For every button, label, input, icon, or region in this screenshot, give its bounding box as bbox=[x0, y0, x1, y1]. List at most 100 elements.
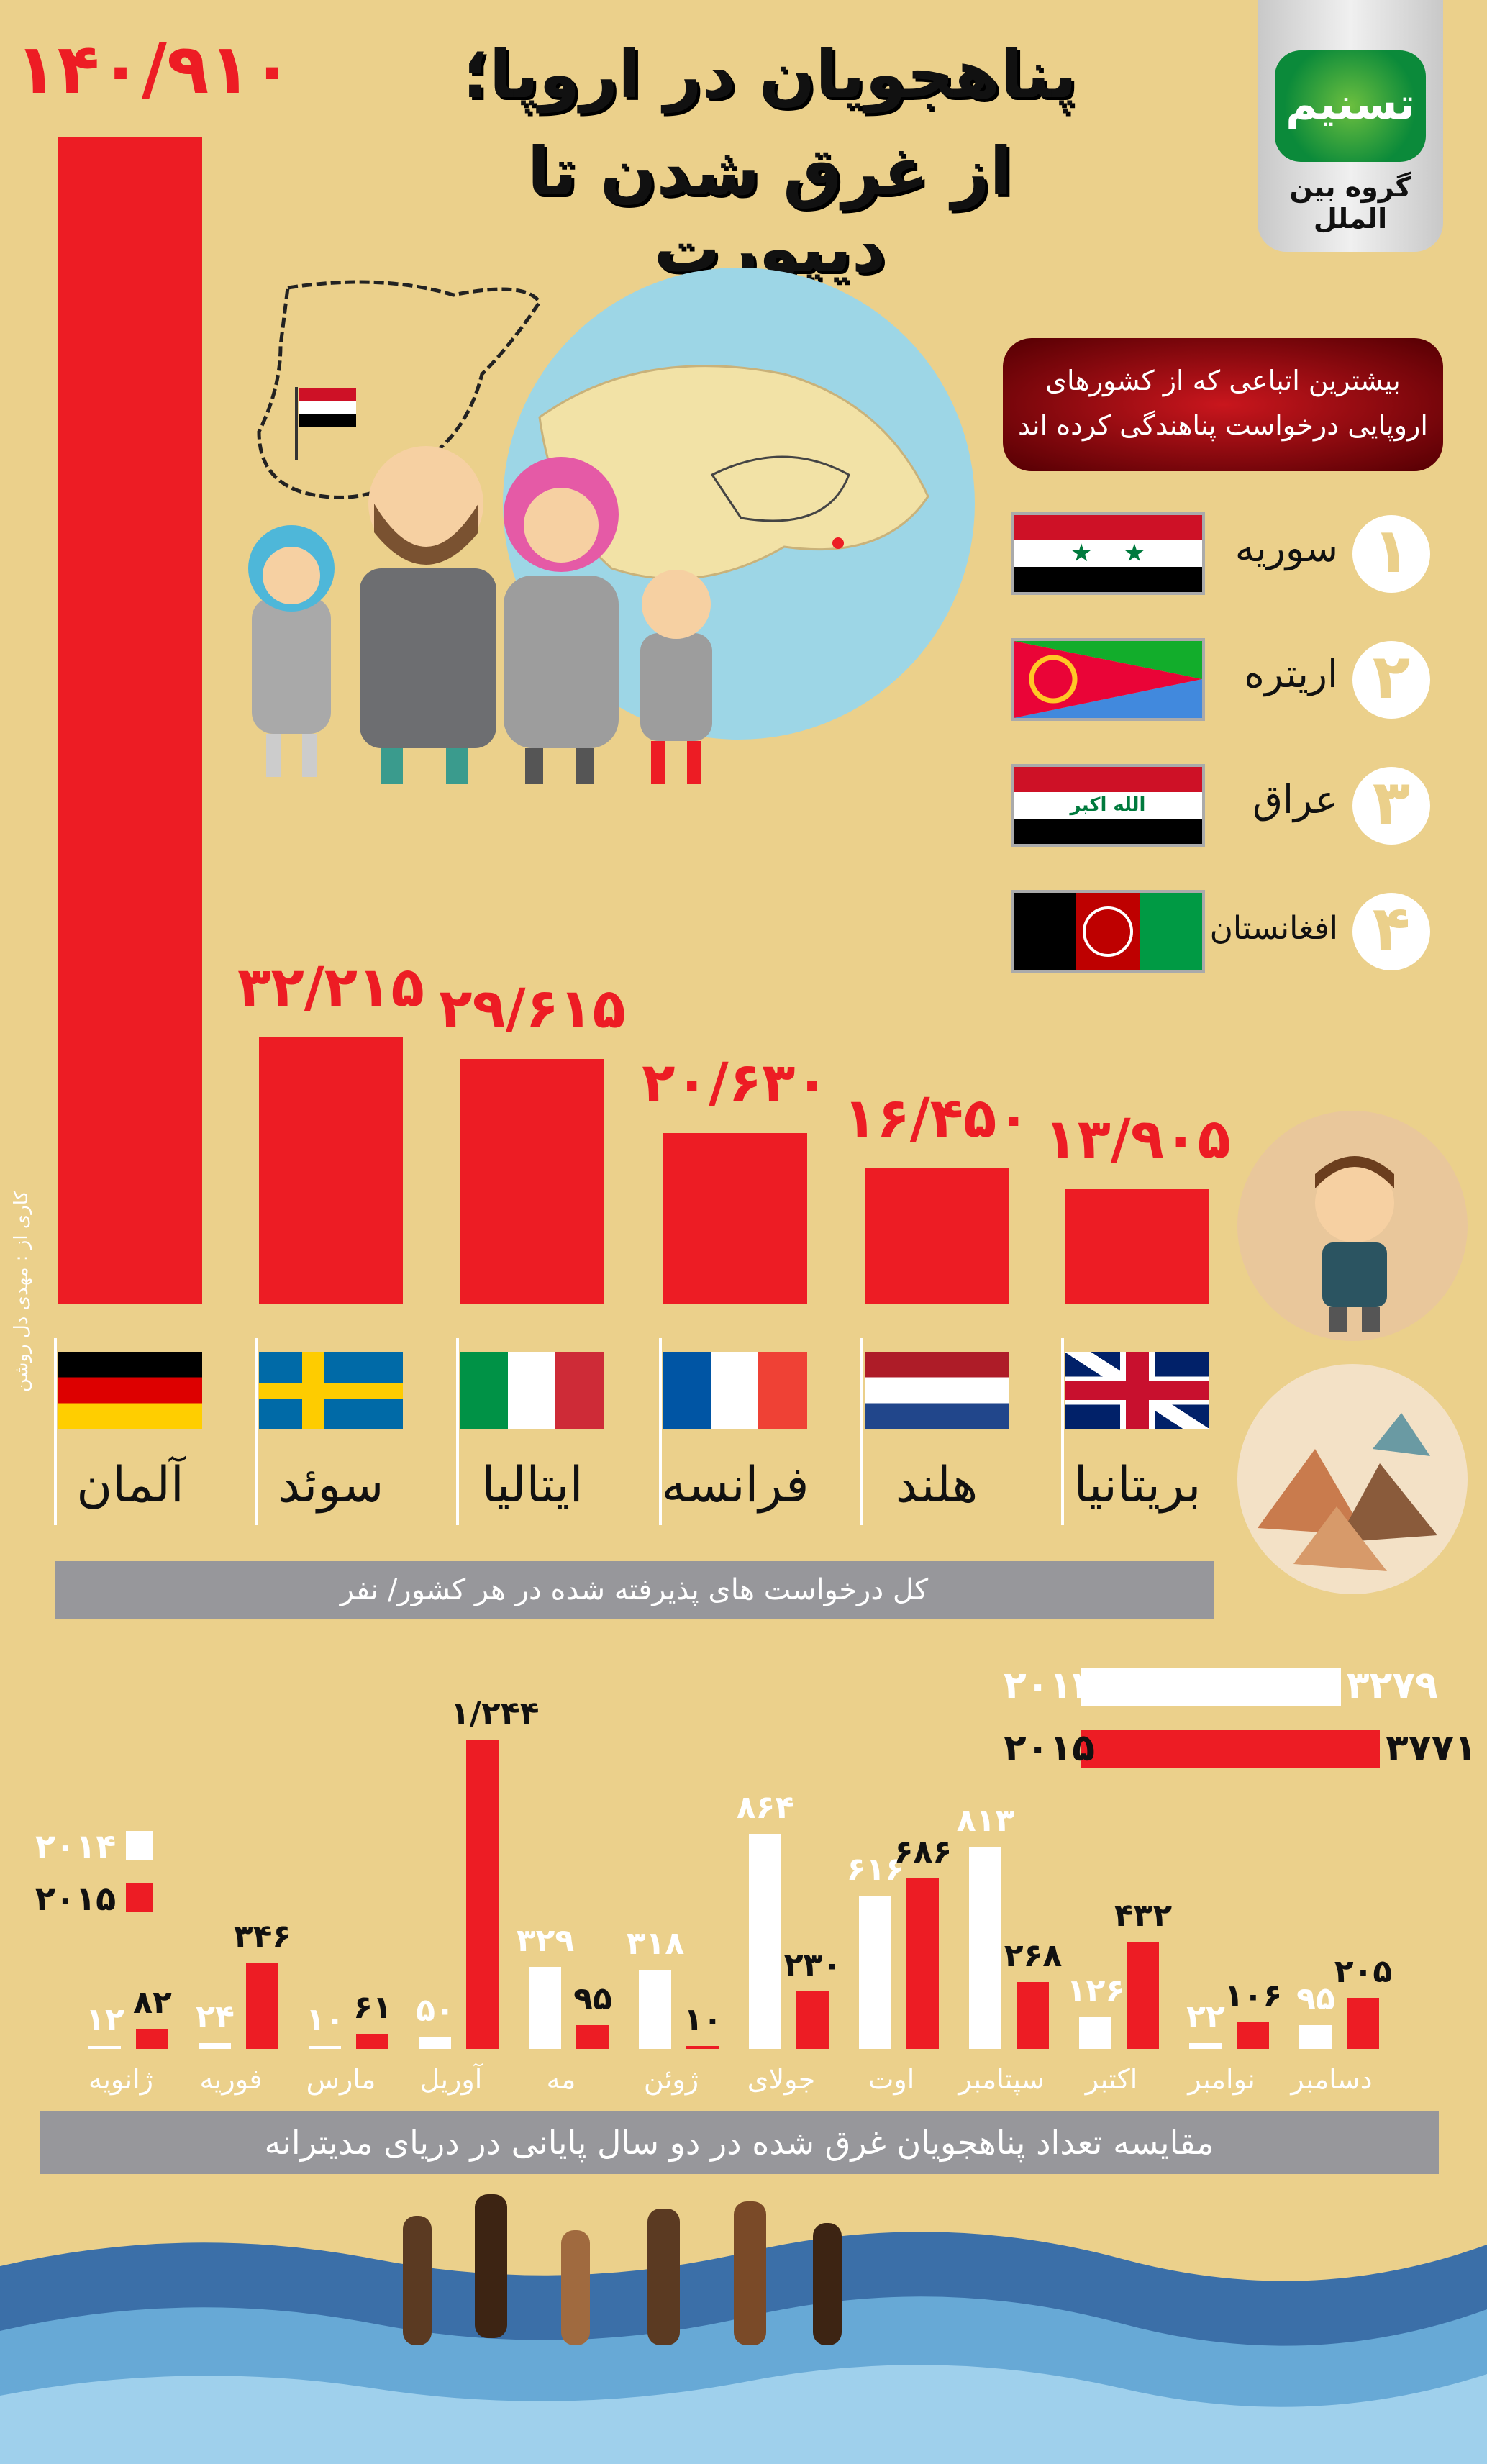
value-label: ۱۶/۴۵۰ bbox=[843, 1085, 1030, 1150]
year-label: ۲۰۱۵ bbox=[1004, 1727, 1095, 1770]
divider-line bbox=[255, 1338, 258, 1525]
bar-2015-11 bbox=[1237, 2022, 1269, 2049]
bar-2014-4 bbox=[419, 2036, 451, 2049]
credit-text: کاری از : مهدی دل روشن bbox=[11, 1190, 32, 1393]
monthly-chart-caption: مقایسه تعداد پناهجویان غرق شده در دو سال… bbox=[40, 2111, 1439, 2174]
france-flag bbox=[663, 1352, 807, 1429]
sad-child-illustration bbox=[1237, 1111, 1468, 1341]
country-name[interactable]: عراق bbox=[1252, 777, 1338, 822]
value-label: ۲۰۵ bbox=[1334, 1953, 1393, 1991]
mother-figure bbox=[504, 457, 619, 784]
bar-2014-2 bbox=[199, 2042, 231, 2049]
value-label: ۳۲۹ bbox=[516, 1922, 575, 1960]
value-label: ۲۴ bbox=[196, 1998, 235, 2035]
germany-flag bbox=[58, 1352, 202, 1429]
bar-2014-3 bbox=[309, 2046, 341, 2049]
month-label: فوریه bbox=[199, 2063, 263, 2095]
country-name[interactable]: سوریه bbox=[1234, 525, 1338, 570]
month-label: اکتبر bbox=[1085, 2063, 1138, 2095]
value-label: ۸۶۴ bbox=[736, 1789, 795, 1827]
value-label: ۹۵ bbox=[1296, 1981, 1335, 2018]
value-label: ۴۳۲ bbox=[1114, 1896, 1173, 1934]
total-value-label: ۳۲۷۹ bbox=[1346, 1664, 1438, 1707]
netherlands-flag bbox=[865, 1352, 1009, 1429]
rank-badge: ۱ bbox=[1352, 515, 1430, 593]
sea-with-hands-illustration bbox=[0, 2194, 1487, 2464]
country-label: سوئد bbox=[278, 1457, 384, 1514]
value-label: ۳۲/۲۱۵ bbox=[237, 954, 424, 1019]
syria-flag: ★ ★ bbox=[1011, 512, 1205, 595]
value-label: ۱۰ bbox=[306, 2001, 345, 2038]
iraq-flag: الله اکبر bbox=[1011, 764, 1205, 847]
bar-2014-6 bbox=[639, 1970, 671, 2049]
country-name[interactable]: افغانستان bbox=[1209, 910, 1338, 947]
month-label: ژوئن bbox=[643, 2063, 699, 2095]
country-label: هلند bbox=[895, 1457, 978, 1514]
bar-2014-7 bbox=[749, 1834, 781, 2049]
barbed-wire-icon bbox=[257, 280, 542, 499]
country-label: آلمان bbox=[76, 1457, 184, 1514]
value-label: ۸۱۳ bbox=[956, 1801, 1015, 1839]
iraq-flag-text: الله اکبر bbox=[1014, 792, 1202, 819]
bar-2015-5 bbox=[576, 2025, 609, 2049]
afghanistan-flag bbox=[1011, 890, 1205, 973]
value-label: ۲۲ bbox=[1186, 1999, 1225, 2036]
month-label: سپتامبر bbox=[958, 2063, 1045, 2095]
uk-flag bbox=[1065, 1352, 1209, 1429]
country-label: بریتانیا bbox=[1073, 1457, 1201, 1514]
value-label: ۲۶۸ bbox=[1004, 1937, 1063, 1975]
value-label: ۱۳/۹۰۵ bbox=[1044, 1106, 1231, 1170]
italy-flag bbox=[460, 1352, 604, 1429]
tasnim-logo[interactable]: تسنیم گروه بین الملل bbox=[1258, 0, 1443, 252]
month-label: ژانویه bbox=[88, 2063, 154, 2095]
bar-2015-6 bbox=[686, 2046, 719, 2049]
title-line-1: پناهجویان در اروپا؛ bbox=[463, 36, 1077, 113]
country-name[interactable]: اریتره bbox=[1244, 651, 1339, 696]
bar-2015-2 bbox=[246, 1963, 278, 2049]
bar-3 bbox=[460, 1058, 604, 1304]
year-label: ۲۰۱۴ bbox=[1004, 1664, 1095, 1707]
bar-5 bbox=[865, 1168, 1009, 1304]
bar-2015-8 bbox=[906, 1878, 939, 2049]
bar-2014-9 bbox=[969, 1846, 1001, 2049]
refugee-family-illustration bbox=[248, 268, 975, 784]
value-label: ۲۰/۶۳۰ bbox=[642, 1050, 829, 1115]
bar-2014-11 bbox=[1189, 2043, 1222, 2049]
value-label: ۶۸۶ bbox=[893, 1833, 952, 1870]
value-label: ۱۰۶ bbox=[1224, 1978, 1283, 2015]
father-figure bbox=[360, 446, 496, 784]
value-label: ۶۱ bbox=[353, 1988, 392, 2026]
refugee-camp-tents-illustration bbox=[1237, 1364, 1468, 1594]
country-label: فرانسه bbox=[661, 1457, 809, 1514]
child-girl-figure bbox=[248, 525, 335, 777]
divider-line bbox=[456, 1338, 459, 1525]
bar-4 bbox=[663, 1133, 807, 1304]
value-label: ۱۲ bbox=[86, 2001, 124, 2038]
logo-caption: گروه بین الملل bbox=[1289, 171, 1411, 235]
divider-line bbox=[1061, 1338, 1064, 1525]
month-label: مارس bbox=[306, 2063, 376, 2095]
value-label: ۱/۲۴۴ bbox=[450, 1695, 540, 1732]
syria-small-flag bbox=[295, 387, 356, 460]
legend-label: ۲۰۱۵ bbox=[35, 1879, 117, 1918]
value-label: ۱۴۰/۹۱۰ bbox=[15, 29, 294, 109]
month-label: جولای bbox=[747, 2063, 816, 2095]
bar-2015-4 bbox=[466, 1740, 499, 2049]
month-label: نوامبر bbox=[1188, 2063, 1255, 2095]
value-label: ۸۲ bbox=[133, 1983, 172, 2021]
bar-2014-12 bbox=[1299, 2025, 1332, 2049]
total-bar-2 bbox=[1081, 1730, 1380, 1768]
value-label: ۱۰ bbox=[683, 2001, 722, 2038]
country-chart-caption: کل درخواست های پذیرفته شده در هر کشور/ ن… bbox=[55, 1561, 1214, 1619]
divider-line bbox=[659, 1338, 662, 1525]
title-line-2: از غرق شدن تا دیپورت bbox=[527, 133, 1013, 287]
total-value-label: ۳۷۷۱ bbox=[1386, 1727, 1477, 1770]
bar-2015-12 bbox=[1347, 1998, 1379, 2049]
month-label: اوت bbox=[868, 2063, 915, 2095]
divider-line bbox=[860, 1338, 863, 1525]
legend-label: ۲۰۱۴ bbox=[35, 1827, 117, 1865]
value-label: ۲۳۰ bbox=[783, 1947, 842, 1984]
rank-badge: ۴ bbox=[1352, 893, 1430, 970]
legend-swatch-2014 bbox=[126, 1831, 153, 1860]
value-label: ۳۱۸ bbox=[626, 1925, 685, 1963]
